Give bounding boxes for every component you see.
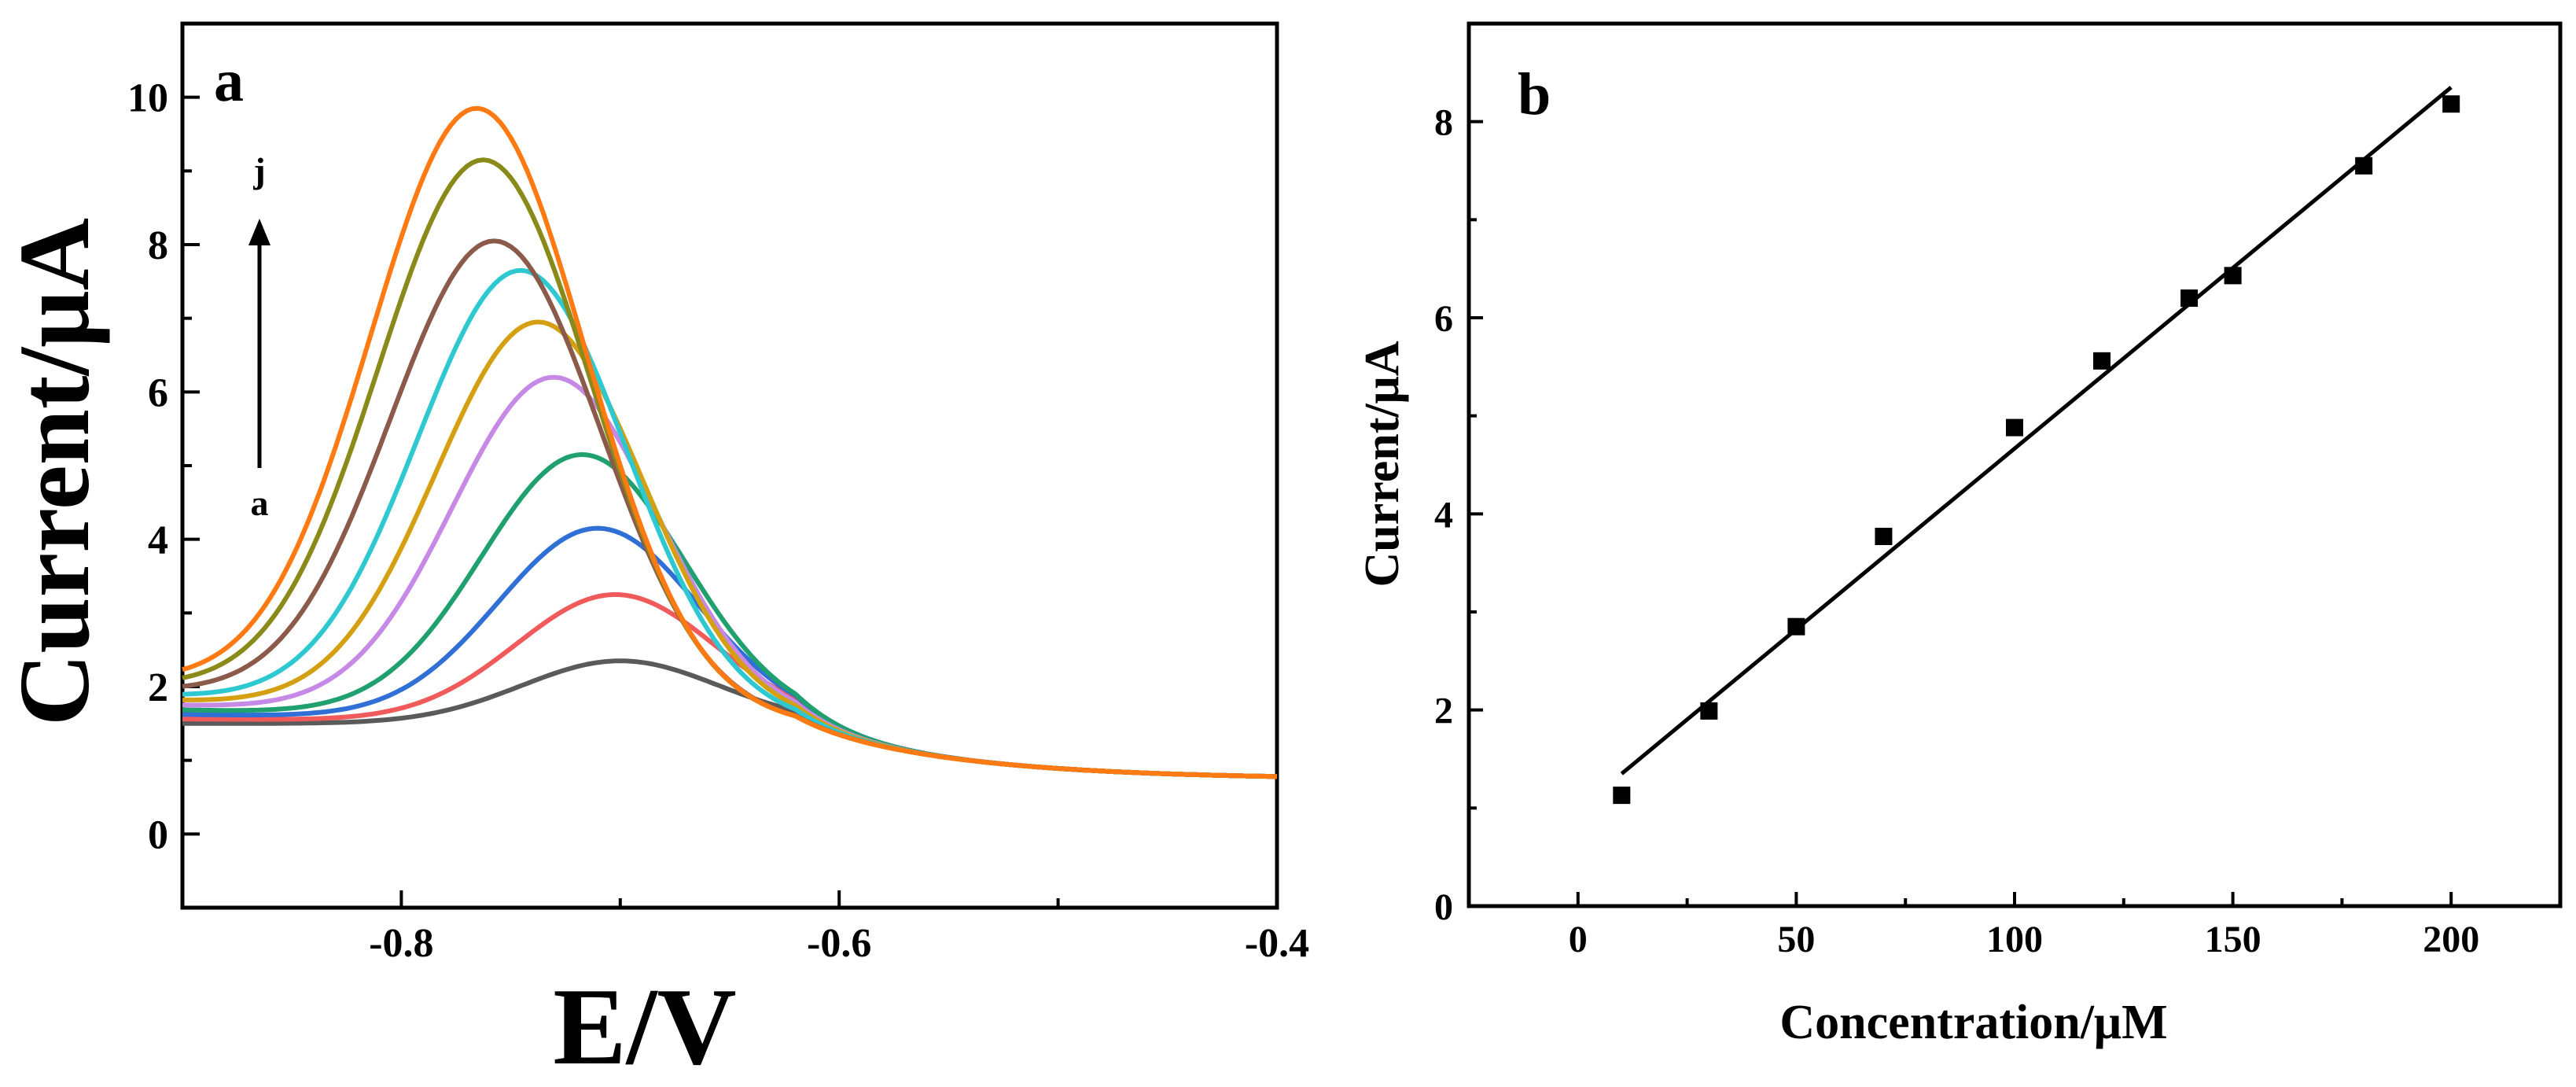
panel-b-y-tick-label: 6: [1434, 298, 1453, 340]
panel-b-points: [1613, 95, 2460, 805]
panel-b-fit: [1620, 86, 2453, 776]
voltammogram-curve-d: [182, 451, 1278, 779]
panel-a-x-tick-label: -0.4: [1245, 921, 1309, 966]
panel-b-x-tick-label: 100: [1986, 919, 2043, 960]
panel-b-x-axis-label: Concentration/μM: [1779, 996, 2167, 1049]
voltammogram-curve-j: [182, 105, 1278, 779]
panel-b-y-ticks: 0 2 4 6 8: [1434, 102, 1483, 928]
panel-b-label: b: [1518, 61, 1551, 127]
panel-a-y-tick-label: 10: [127, 76, 168, 121]
data-point: [1613, 787, 1631, 805]
panel-b-y-tick-label: 8: [1434, 102, 1453, 144]
panel-a-x-ticks: -0.8 -0.6 -0.4: [181, 890, 1309, 966]
trend-arrow-head: [248, 219, 270, 245]
panel-a-label: a: [214, 48, 244, 114]
panel-b-y-tick-label: 4: [1434, 494, 1453, 536]
panel-b-y-tick-label: 2: [1434, 691, 1453, 732]
panel-a-curves: [182, 105, 1278, 779]
voltammogram-curve-b: [182, 591, 1278, 779]
data-point: [2180, 289, 2199, 308]
panel-b-x-tick-label: 50: [1777, 919, 1815, 960]
trend-arrow: j a: [248, 150, 270, 523]
linear-fit-line: [1620, 86, 2453, 776]
panel-b-plot-frame: [1466, 21, 2563, 908]
panel-a-y-tick-label: 0: [148, 812, 168, 857]
data-point: [2006, 418, 2023, 437]
panel-a-y-tick-label: 4: [148, 518, 168, 563]
data-point: [1700, 702, 1718, 720]
panel-b-y-tick-label: 0: [1434, 886, 1453, 928]
panel-a-x-axis-label: E/V: [553, 966, 736, 1087]
data-point: [1787, 617, 1805, 636]
panel-b-x-ticks: 0 50 100 150 200: [1569, 892, 2479, 960]
panel-a-y-axis-label: Current/μA: [0, 218, 110, 726]
panel-b: 0 50 100 150 200 0 2 4 6 8 b Concentration/μM Cu…: [1356, 21, 2563, 1049]
panel-a-y-tick-label: 8: [148, 223, 168, 268]
panel-a-x-tick-label: -0.8: [369, 921, 433, 966]
arrow-end-label: j: [252, 150, 265, 190]
data-point: [2224, 267, 2242, 285]
panel-a: -0.8 -0.6 -0.4 0 2 4 6 8 10 a j a E/V Current/μ…: [0, 21, 1309, 1087]
panel-b-x-tick-label: 0: [1569, 919, 1588, 960]
panel-b-y-axis-label: Current/μA: [1356, 341, 1409, 587]
data-point: [1875, 528, 1893, 546]
data-point: [2093, 352, 2111, 370]
panel-b-x-tick-label: 150: [2205, 919, 2261, 960]
data-point: [2442, 95, 2460, 113]
arrow-start-label: a: [251, 483, 269, 523]
panel-a-y-ticks: 0 2 4 6 8 10: [127, 22, 200, 909]
panel-a-y-tick-label: 6: [148, 370, 168, 415]
panel-a-x-tick-label: -0.6: [807, 921, 871, 966]
panel-a-y-tick-label: 2: [148, 665, 168, 710]
panel-b-x-tick-label: 200: [2423, 919, 2479, 960]
data-point: [2355, 157, 2373, 175]
